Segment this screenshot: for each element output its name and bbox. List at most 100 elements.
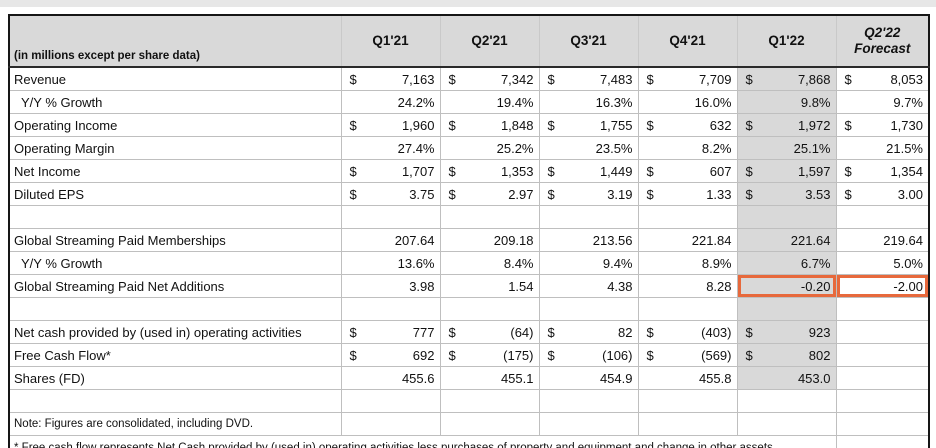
accounting-cell: $7,868 <box>738 72 836 87</box>
cell-q1-22: 6.7% <box>736 251 836 275</box>
spacer-cell <box>736 389 836 413</box>
cell-q1-21: 13.6% <box>340 251 440 275</box>
cell-q2-22-forecast: $1,730 <box>835 113 929 137</box>
cell-q4-21: $632 <box>637 113 737 137</box>
cell-q4-21: 8.9% <box>637 251 737 275</box>
currency-symbol: $ <box>646 324 654 340</box>
accounting-cell: $607 <box>639 164 737 179</box>
cell-q1-22: 25.1% <box>736 136 836 160</box>
cell-q3-21: $1,755 <box>538 113 638 137</box>
cell-q1-21: $7,163 <box>340 67 440 91</box>
table-row: Net cash provided by (used in) operating… <box>9 320 929 344</box>
currency-symbol: $ <box>349 71 357 87</box>
accounting-cell: $3.75 <box>342 187 440 202</box>
cell-q1-21: $777 <box>340 320 440 344</box>
cell-q2-21: 455.1 <box>439 366 539 390</box>
footnote-empty-cell <box>835 435 929 448</box>
footnote-text: * Free cash flow represents Net Cash pro… <box>9 435 836 448</box>
spacer-cell <box>835 389 929 413</box>
accounting-cell: $7,342 <box>441 72 539 87</box>
row-label: Operating Income <box>9 113 341 137</box>
currency-symbol: $ <box>349 324 357 340</box>
currency-symbol: $ <box>646 71 654 87</box>
currency-symbol: $ <box>349 186 357 202</box>
accounting-cell: $ (403) <box>639 325 737 340</box>
cell-q3-21: $ (106) <box>538 343 638 367</box>
cell-q1-21: $3.75 <box>340 182 440 206</box>
row-label: Y/Y % Growth <box>9 90 341 114</box>
cell-q2-21: $ (175) <box>439 343 539 367</box>
cell-q2-22-forecast: -2.00 <box>835 274 929 298</box>
cell-value: 1,707 <box>401 163 435 179</box>
cell-q3-21: $1,449 <box>538 159 638 183</box>
column-header-label: Q2'22 <box>864 25 901 41</box>
cell-value: 7,483 <box>599 71 633 87</box>
accounting-cell: $1,755 <box>540 118 638 133</box>
accounting-cell: $2.97 <box>441 187 539 202</box>
cell-value: 1,972 <box>797 117 831 133</box>
cell-q2-22-forecast: $1,354 <box>835 159 929 183</box>
currency-symbol: $ <box>745 163 753 179</box>
table-row: Diluted EPS $3.75 $2.97 $3.19 $1.33 $3.53 $3.0… <box>9 182 929 206</box>
cell-value: 632 <box>709 117 732 133</box>
currency-symbol: $ <box>547 347 555 363</box>
cell-q2-22-forecast: 9.7% <box>835 90 929 114</box>
cell-value: 1,848 <box>500 117 534 133</box>
column-header-q4-21: Q4'21 <box>637 15 737 68</box>
cell-q1-21: 455.6 <box>340 366 440 390</box>
spacer-cell <box>736 205 836 229</box>
cell-value: 2.97 <box>508 186 534 202</box>
row-label: Operating Margin <box>9 136 341 160</box>
table-row: Free Cash Flow* $692 $ (175) $ (106) $ (569) $80… <box>9 343 929 367</box>
cell-q2-21: $1,848 <box>439 113 539 137</box>
currency-symbol: $ <box>448 71 456 87</box>
accounting-cell: $7,483 <box>540 72 638 87</box>
cell-value: 3.53 <box>805 186 831 202</box>
accounting-cell: $3.53 <box>738 187 836 202</box>
spacer-cell <box>538 389 638 413</box>
note-empty-cell <box>439 412 539 436</box>
cell-q3-21: 23.5% <box>538 136 638 160</box>
accounting-cell: $692 <box>342 348 440 363</box>
currency-symbol: $ <box>646 117 654 133</box>
cell-value: 777 <box>412 324 435 340</box>
cell-q2-21: 19.4% <box>439 90 539 114</box>
cell-q1-22: $923 <box>736 320 836 344</box>
spacer-cell <box>439 205 539 229</box>
cell-q3-21: 213.56 <box>538 228 638 252</box>
cell-q1-21: 207.64 <box>340 228 440 252</box>
row-label: Net Income <box>9 159 341 183</box>
note-empty-cell <box>637 412 737 436</box>
currency-symbol: $ <box>349 117 357 133</box>
column-header-label: Q4'21 <box>669 33 706 49</box>
cell-q2-21: 1.54 <box>439 274 539 298</box>
accounting-cell: $ (64) <box>441 325 539 340</box>
table-row: Operating Income $1,960 $1,848 $1,755 $632 $1… <box>9 113 929 137</box>
spacer-cell <box>340 389 440 413</box>
table-row: Y/Y % Growth 13.6% 8.4% 9.4% 8.9% 6.7% 5.0% <box>9 251 929 275</box>
currency-symbol: $ <box>844 117 852 133</box>
cell-q2-21: 209.18 <box>439 228 539 252</box>
cell-q4-21: 8.28 <box>637 274 737 298</box>
spacer-cell <box>835 205 929 229</box>
accounting-cell: $1,354 <box>837 164 928 179</box>
spacer-cell <box>340 205 440 229</box>
cell-q1-22: 9.8% <box>736 90 836 114</box>
column-header-label: Q1'22 <box>768 33 805 49</box>
note-text: Note: Figures are consolidated, includin… <box>9 412 341 436</box>
cell-value: 1.33 <box>706 186 732 202</box>
currency-symbol: $ <box>646 186 654 202</box>
currency-symbol: $ <box>448 186 456 202</box>
currency-symbol: $ <box>745 186 753 202</box>
column-header-label: Q3'21 <box>570 33 607 49</box>
accounting-cell: $7,709 <box>639 72 737 87</box>
cell-q4-21: $607 <box>637 159 737 183</box>
currency-symbol: $ <box>448 347 456 363</box>
row-label: Diluted EPS <box>9 182 341 206</box>
spacer-label-cell <box>9 297 341 321</box>
cell-q2-22-forecast: 5.0% <box>835 251 929 275</box>
cell-value: 7,868 <box>797 71 831 87</box>
table-row <box>9 297 929 321</box>
table-row: Global Streaming Paid Memberships 207.64 2… <box>9 228 929 252</box>
currency-symbol: $ <box>745 71 753 87</box>
